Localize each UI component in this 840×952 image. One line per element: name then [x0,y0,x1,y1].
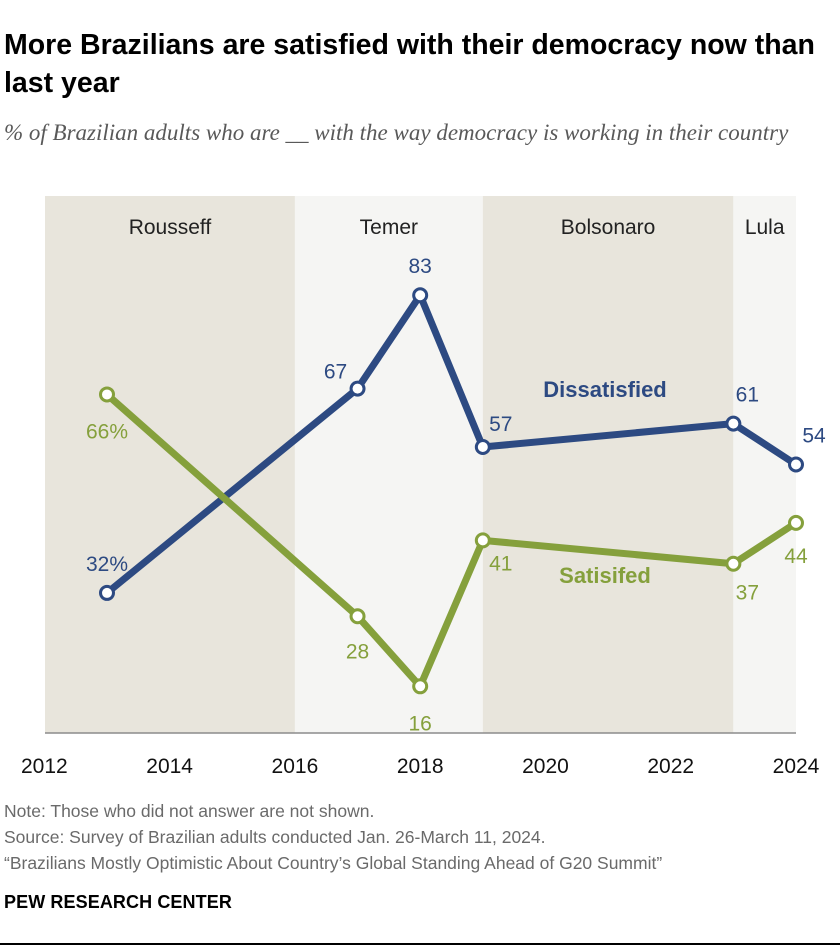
x-axis: 2012 2014 2016 2018 2020 2022 2024 [21,732,820,778]
notes: Note: Those who did not answer are not s… [4,798,834,876]
series-line-dissatisfied [103,291,800,597]
period-band-rousseff [45,196,295,733]
x-tick-label: 2014 [146,755,193,778]
period-bands: Rousseff Temer Bolsonaro Lula [45,196,796,733]
data-labels: 32% 67 83 57 61 54 66% 28 16 41 37 44 Dissatisfied Sa… [86,255,826,735]
point-marker-dissatisfied [412,287,429,304]
note-line: Note: Those who did not answer are not s… [4,801,375,821]
point-marker-satisifed [725,555,742,572]
x-tick-label: 2012 [21,755,68,778]
point-marker-satisifed [412,678,429,695]
x-tick-label: 2016 [272,755,319,778]
period-label-rousseff: Rousseff [129,216,212,239]
data-label: 61 [736,384,759,407]
data-label: 83 [409,255,432,278]
data-label: 41 [489,552,512,575]
x-tick-label: 2024 [773,755,820,778]
x-tick-label: 2018 [397,755,444,778]
x-tick-label: 2020 [522,755,569,778]
period-label-bolsonaro: Bolsonaro [561,216,656,239]
series-lines [99,287,804,695]
point-marker-satisifed [349,608,366,625]
chart-subtitle: % of Brazilian adults who are __ with th… [4,120,789,145]
data-label: 32% [86,553,128,576]
point-marker-dissatisfied [725,415,742,432]
chart-title: More Brazilians are satisfied with their… [4,29,815,99]
period-label-lula: Lula [745,216,785,239]
data-label: 67 [324,361,347,384]
series-line-satisifed [103,390,800,690]
x-tick-label: 2022 [647,755,694,778]
point-marker-satisifed [474,532,491,549]
period-label-temer: Temer [360,216,418,239]
point-marker-satisifed [99,386,115,403]
data-label: 66% [86,420,128,443]
data-label: 16 [409,712,432,735]
data-label: 28 [346,640,369,663]
point-marker-dissatisfied [99,584,115,601]
report-title-line: “Brazilians Mostly Optimistic About Coun… [4,853,663,873]
point-marker-satisifed [788,514,804,531]
point-marker-dissatisfied [349,380,366,397]
period-band-lula [733,196,796,733]
brand-logo-text: PEW RESEARCH CENTER [4,892,232,912]
period-band-temer [294,196,483,733]
data-label: 57 [489,413,512,436]
bottom-rule [0,943,840,945]
data-label: 44 [784,545,808,568]
data-label: 37 [736,582,759,605]
point-marker-dissatisfied [474,438,491,455]
series-name-satisifed: Satisifed [559,563,651,588]
point-marker-dissatisfied [788,456,804,473]
source-line: Source: Survey of Brazilian adults condu… [4,827,546,847]
data-label: 54 [802,425,826,448]
period-band-bolsonaro [482,196,734,733]
line-chart: Rousseff Temer Bolsonaro Lula 2012 2014 2016 2… [21,196,826,778]
series-name-dissatisfied: Dissatisfied [543,377,667,402]
